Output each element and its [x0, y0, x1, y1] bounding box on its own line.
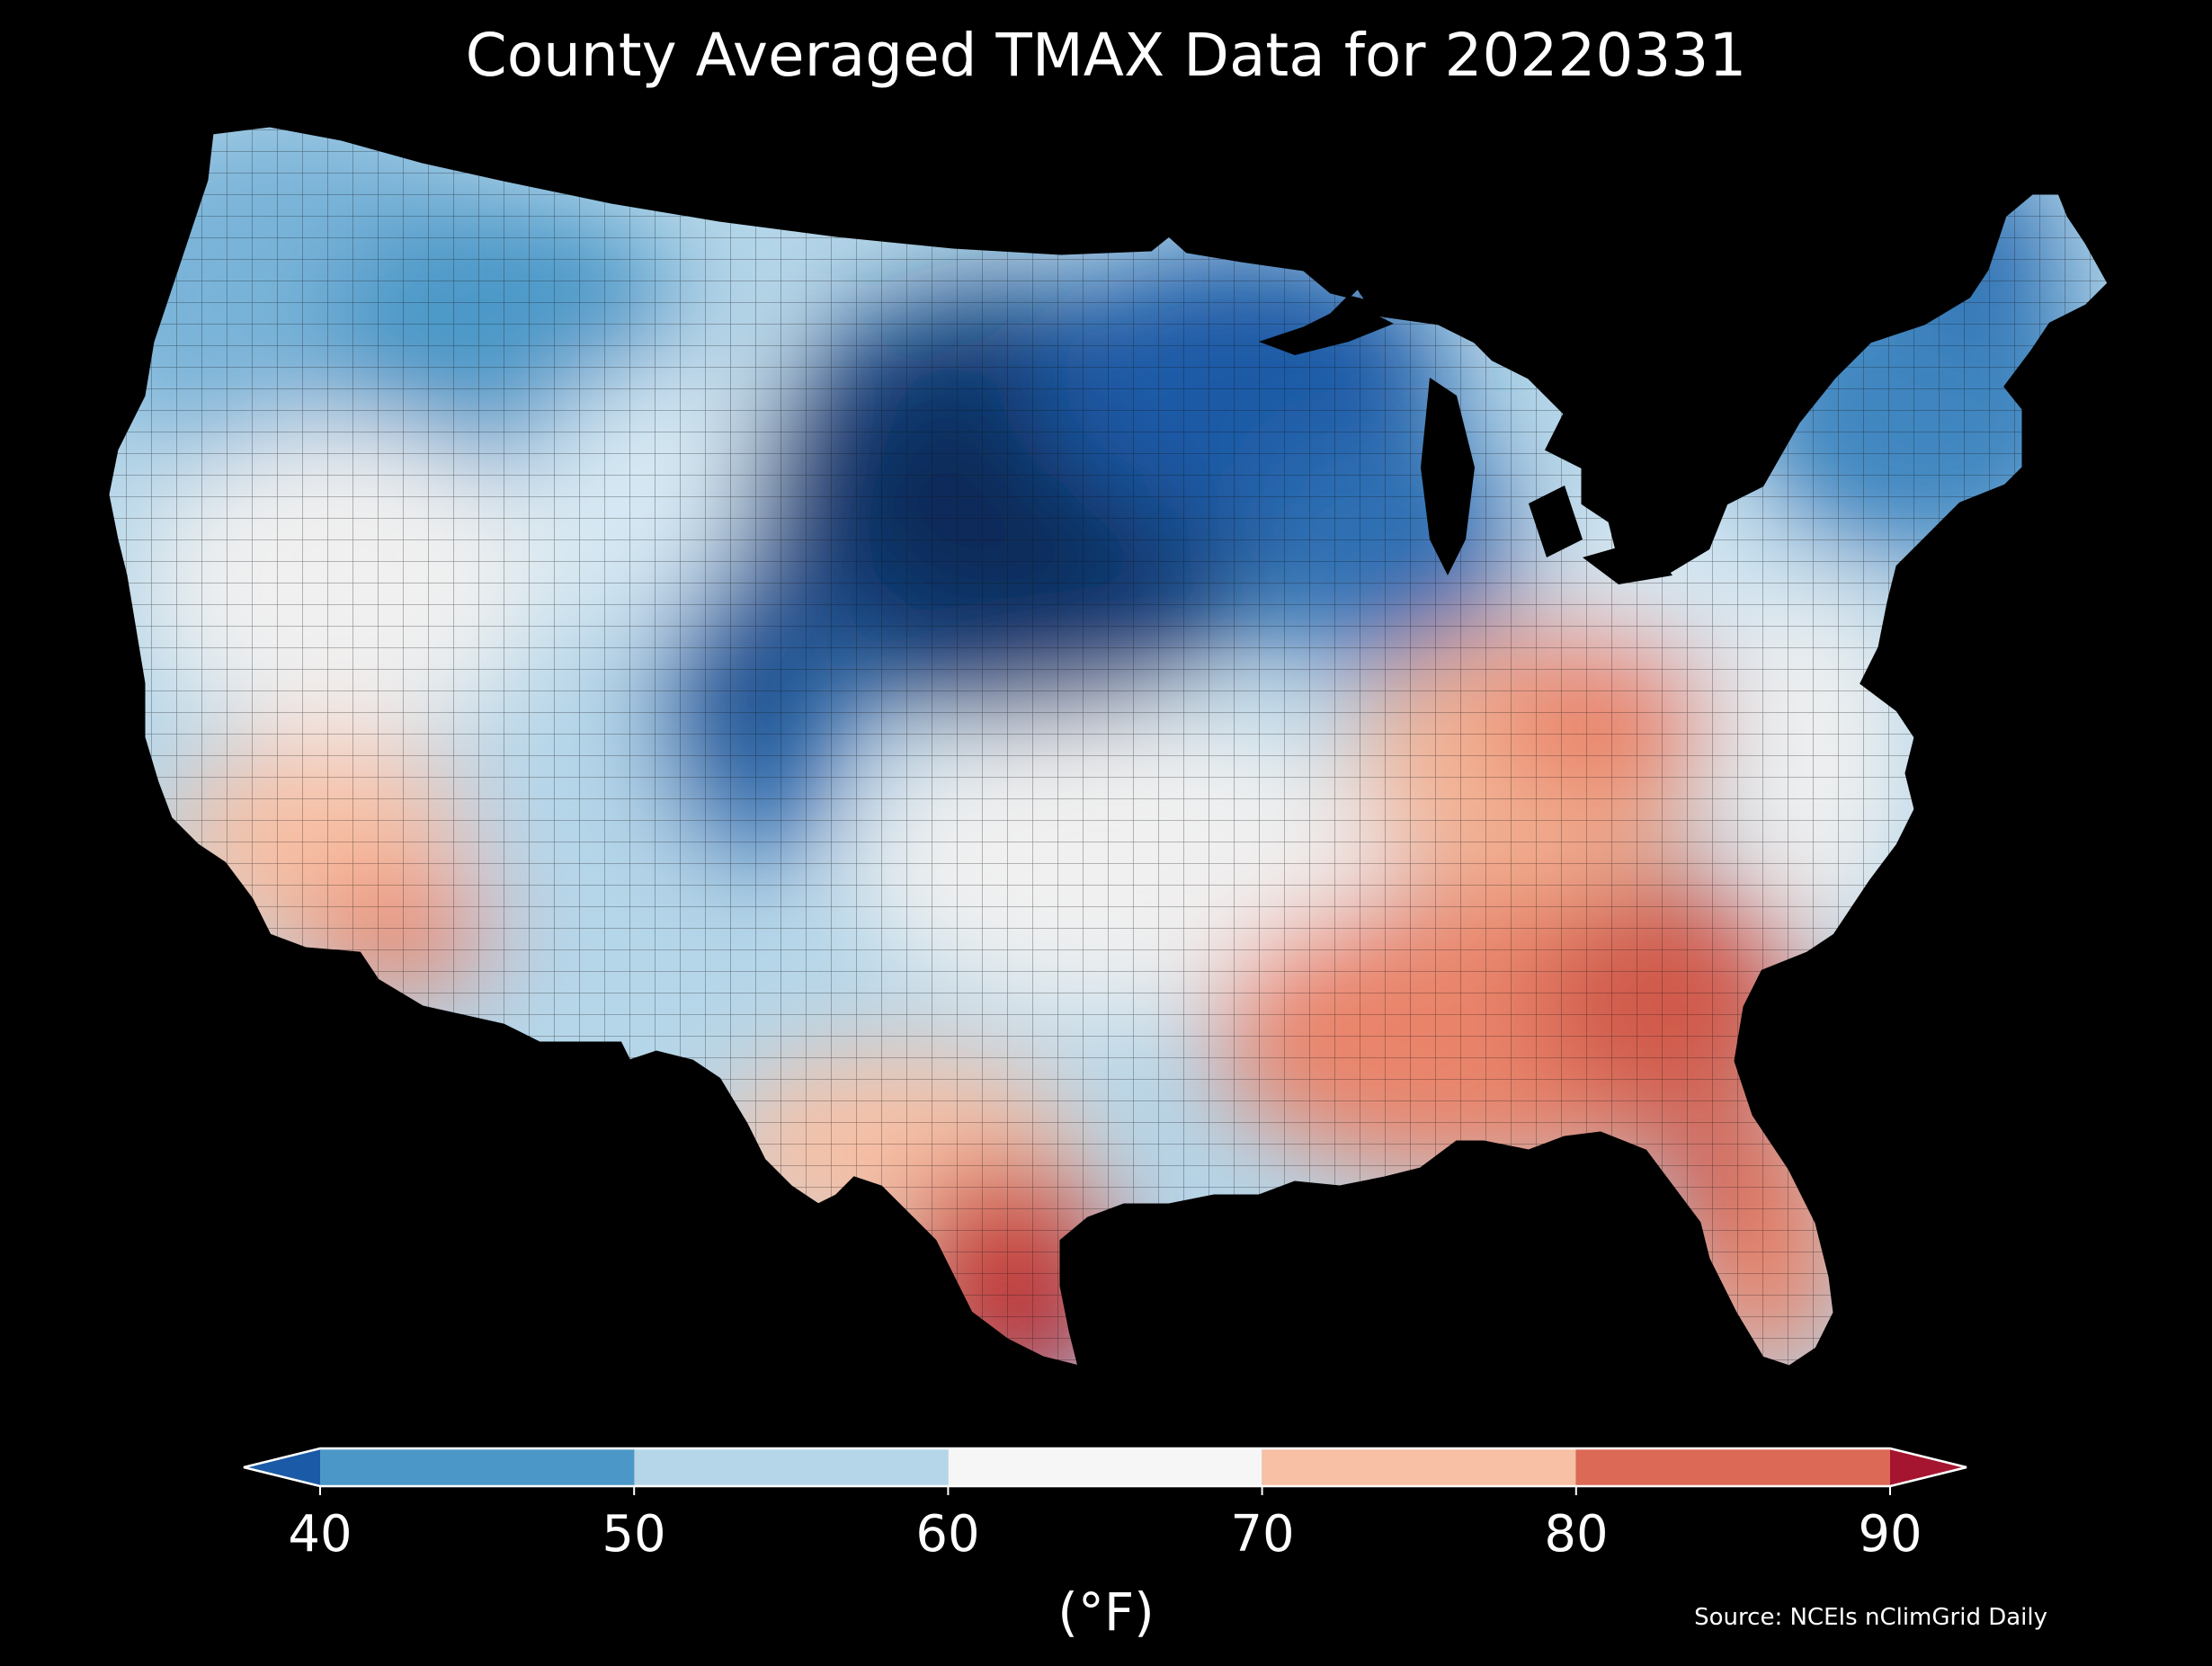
- tick-label: 40: [288, 1505, 352, 1564]
- colorbar-bin: [1575, 1448, 1890, 1486]
- colorbar-unit-label: (°F): [1057, 1581, 1155, 1643]
- source-credit: Source: NCEIs nClimGrid Daily: [1694, 1604, 2047, 1631]
- colorbar-bin: [948, 1448, 1262, 1486]
- tick-label: 90: [1858, 1505, 1922, 1564]
- colorbar-bin: [320, 1448, 635, 1486]
- tick-label: 70: [1230, 1505, 1295, 1564]
- tick-label: 60: [915, 1505, 980, 1564]
- colorbar-bin: [1262, 1448, 1576, 1486]
- map-title: County Averaged TMAX Data for 20220331: [465, 21, 1747, 90]
- colorbar-under-arrow: [244, 1448, 320, 1486]
- tick-label: 50: [602, 1505, 666, 1564]
- colorbar-over-arrow: [1890, 1448, 1967, 1486]
- tick-label: 80: [1544, 1505, 1609, 1564]
- colorbar-bin: [634, 1448, 949, 1486]
- great-lakes: [1259, 310, 1672, 584]
